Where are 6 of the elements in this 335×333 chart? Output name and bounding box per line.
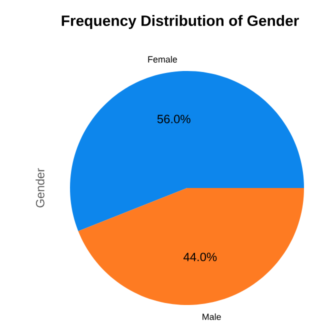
data-label: 44.0% bbox=[183, 252, 217, 262]
text: Gender bbox=[36, 168, 44, 208]
slice-label: Male bbox=[202, 313, 221, 320]
data-label: 56.0% bbox=[157, 114, 190, 124]
chart-title: Frequency Distribution of Gender bbox=[62, 15, 299, 29]
slice-label: Female bbox=[148, 56, 177, 63]
